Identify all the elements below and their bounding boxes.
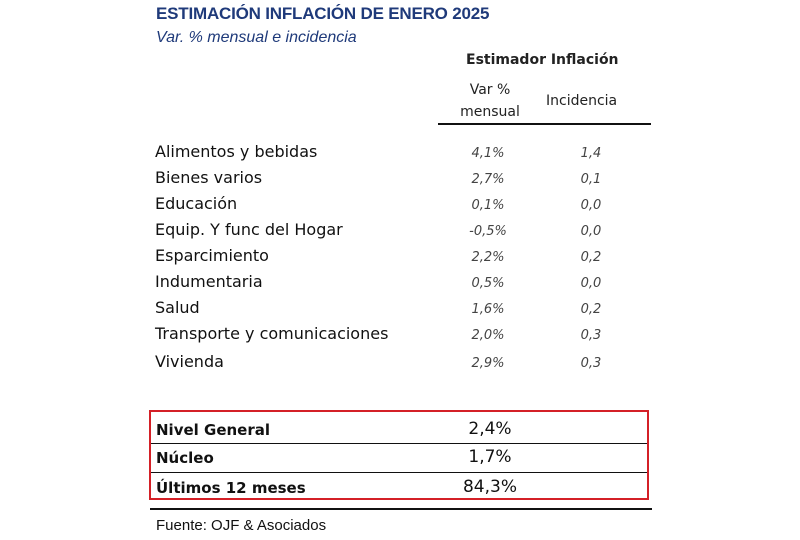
column-header-incidencia: Incidencia xyxy=(546,93,618,109)
row-inc-value: 0,3 xyxy=(580,356,602,371)
footer-divider xyxy=(150,508,652,510)
row-inc-value: 1,4 xyxy=(580,146,602,161)
row-label: Educación xyxy=(155,194,238,213)
row-var-value: 2,7% xyxy=(471,172,505,187)
summary-value: 84,3% xyxy=(462,477,517,497)
row-inc-value: 0,2 xyxy=(580,302,602,317)
row-inc-value: 0,0 xyxy=(580,224,602,239)
row-label: Esparcimiento xyxy=(155,246,269,265)
row-inc-value: 0,3 xyxy=(580,328,602,343)
summary-divider xyxy=(151,472,647,473)
header-divider xyxy=(438,123,651,125)
row-var-value: 2,2% xyxy=(471,250,505,265)
summary-highlight-box xyxy=(149,410,649,500)
row-var-value: 4,1% xyxy=(471,146,505,161)
row-var-value: -0,5% xyxy=(469,224,507,239)
row-var-value: 0,1% xyxy=(471,198,505,213)
row-label: Vivienda xyxy=(155,352,224,371)
column-group-header: Estimador Inflación xyxy=(466,52,619,68)
row-inc-value: 0,2 xyxy=(580,250,602,265)
summary-label: Nivel General xyxy=(156,421,271,439)
column-header-var-mensual: Var % mensual xyxy=(460,82,520,120)
summary-value: 1,7% xyxy=(468,447,512,467)
row-var-value: 2,9% xyxy=(471,356,505,371)
row-label: Alimentos y bebidas xyxy=(155,142,318,161)
summary-label: Núcleo xyxy=(156,449,214,467)
row-label: Salud xyxy=(155,298,200,317)
row-label: Equip. Y func del Hogar xyxy=(155,220,343,239)
row-var-value: 0,5% xyxy=(471,276,505,291)
page-title: ESTIMACIÓN INFLACIÓN DE ENERO 2025 xyxy=(156,4,490,23)
row-var-value: 1,6% xyxy=(471,302,505,317)
summary-divider xyxy=(151,443,647,444)
row-label: Bienes varios xyxy=(155,168,263,187)
row-inc-value: 0,1 xyxy=(580,172,602,187)
row-label: Transporte y comunicaciones xyxy=(155,324,389,343)
summary-label: Últimos 12 meses xyxy=(156,479,306,497)
summary-value: 2,4% xyxy=(468,419,512,439)
row-inc-value: 0,0 xyxy=(580,198,602,213)
row-inc-value: 0,0 xyxy=(580,276,602,291)
row-var-value: 2,0% xyxy=(471,328,505,343)
source-note: Fuente: OJF & Asociados xyxy=(156,517,327,534)
page-subtitle: Var. % mensual e incidencia xyxy=(156,29,357,46)
row-label: Indumentaria xyxy=(155,272,263,291)
